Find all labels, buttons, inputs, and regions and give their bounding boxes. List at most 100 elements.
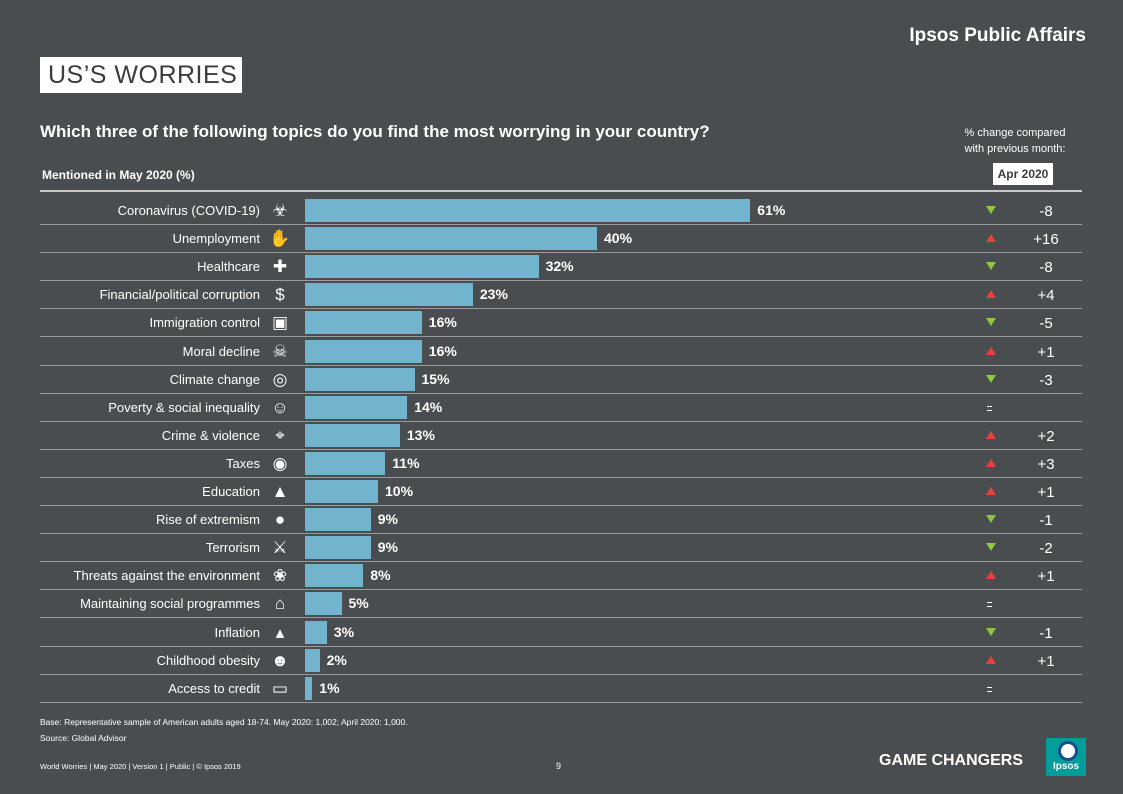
change-header-line2: with previous month: xyxy=(964,143,1066,155)
chart-row: Education ▲ 10% +1 xyxy=(40,478,1082,506)
suitcase-icon: ▣ xyxy=(271,313,289,333)
change-period-badge: Apr 2020 xyxy=(993,163,1053,185)
category-label: Terrorism xyxy=(205,540,260,556)
equal-icon xyxy=(987,405,992,411)
row-divider xyxy=(40,701,1082,703)
up-arrow-icon xyxy=(986,234,996,243)
chart-row: Coronavirus (COVID-19) ☣ 61% -8 xyxy=(40,197,1082,225)
data-label: 10% xyxy=(385,483,414,499)
change-value: +1 xyxy=(1037,568,1055,586)
chart-row: Financial/political corruption $23% +4 xyxy=(40,281,1082,310)
row-divider xyxy=(40,252,1082,254)
data-label: 9% xyxy=(377,539,398,556)
change-header-line1: % change compared xyxy=(964,127,1066,139)
up-arrow-icon xyxy=(986,430,996,439)
biohazard-icon: ☣ xyxy=(272,201,288,220)
axis-label: Mentioned in May 2020 (%) xyxy=(42,168,195,182)
chart-question: Which three of the following topics do y… xyxy=(40,122,710,141)
change-value: -1 xyxy=(1039,624,1053,642)
base-note: Base: Representative sample of American … xyxy=(40,717,408,727)
data-label: 1% xyxy=(319,679,340,696)
down-arrow-icon xyxy=(986,318,996,327)
bar xyxy=(305,592,342,616)
row-divider xyxy=(40,673,1082,675)
chart-row: Access to credit ▭ 1% xyxy=(40,675,1082,703)
row-divider xyxy=(40,645,1082,647)
up-arrow-icon xyxy=(986,655,996,664)
bar xyxy=(305,367,415,391)
bar xyxy=(305,451,386,475)
moral-decline-icon: ☠ xyxy=(272,341,288,361)
chart-row: Unemployment ✋ 40% +16 xyxy=(40,225,1082,254)
row-divider xyxy=(40,448,1082,450)
page-number: 9 xyxy=(556,761,562,771)
change-value: +3 xyxy=(1037,455,1055,473)
change-header: % change compared with previous month: xyxy=(920,125,1110,157)
up-arrow-icon xyxy=(986,571,996,580)
bar xyxy=(305,676,313,700)
bar xyxy=(305,227,597,251)
bar xyxy=(305,339,422,363)
data-label: 40% xyxy=(604,230,633,247)
data-label: 32% xyxy=(545,258,574,275)
row-divider xyxy=(40,280,1082,282)
page-title: US’S WORRIES xyxy=(40,57,242,93)
social-programme-icon: ⌂ xyxy=(274,594,286,614)
down-arrow-icon xyxy=(986,374,996,383)
category-label: Taxes xyxy=(226,455,260,471)
chart-row: Taxes ◉ 11% +3 xyxy=(40,450,1082,478)
chart-row: Moral decline ☠ 16% +1 xyxy=(40,338,1082,366)
change-value: -8 xyxy=(1039,259,1053,277)
money-bag-icon: $ xyxy=(275,285,285,305)
chart-row: Climate change ◎ 15% -3 xyxy=(40,366,1082,394)
category-label: Financial/political corruption xyxy=(99,287,260,303)
category-label: Moral decline xyxy=(182,343,260,359)
person-icon: ☺ xyxy=(271,397,289,417)
data-label: 16% xyxy=(428,314,457,331)
tax-icon: ◉ xyxy=(272,453,288,473)
equal-icon xyxy=(987,686,992,692)
inflation-chart-icon: ▴ xyxy=(275,622,285,642)
ipsos-logo: Ipsos xyxy=(1046,738,1086,776)
balaclava-icon: ● xyxy=(274,510,286,530)
data-label: 9% xyxy=(377,511,398,528)
category-label: Maintaining social programmes xyxy=(80,596,260,612)
category-label: Rise of extremism xyxy=(155,512,260,528)
obesity-icon: ☻ xyxy=(271,650,289,670)
data-label: 15% xyxy=(421,370,450,387)
row-divider xyxy=(40,420,1082,422)
chart-row: Healthcare ✚ 32% -8 xyxy=(40,253,1082,282)
data-label: 14% xyxy=(414,398,443,415)
chart-row: Immigration control ▣ 16% -5 xyxy=(40,309,1082,338)
chart-row: Crime & violence ⌖ 13% +2 xyxy=(40,422,1082,450)
category-label: Crime & violence xyxy=(161,427,260,443)
row-divider xyxy=(40,561,1082,563)
change-value: +1 xyxy=(1037,343,1055,361)
row-divider xyxy=(40,476,1082,478)
down-arrow-icon xyxy=(986,515,996,524)
up-arrow-icon xyxy=(986,487,996,495)
bar xyxy=(305,508,371,532)
up-arrow-icon xyxy=(986,458,996,467)
logo-mark-icon xyxy=(1058,741,1078,761)
up-arrow-icon xyxy=(986,346,996,355)
globe-fire-icon: ◎ xyxy=(272,369,288,389)
category-label: Childhood obesity xyxy=(156,652,260,668)
chart-row: Threats against the environment ❀ 8% +1 xyxy=(40,562,1082,591)
header-divider xyxy=(40,190,1082,192)
up-arrow-icon xyxy=(986,290,996,299)
bar xyxy=(305,255,539,279)
category-label: Coronavirus (COVID-19) xyxy=(117,203,260,218)
footer-meta: World Worries | May 2020 | Version 1 | P… xyxy=(40,762,241,771)
data-label: 16% xyxy=(428,342,457,359)
unemployment-icon: ✋ xyxy=(269,229,291,249)
brand-name: Ipsos Public Affairs xyxy=(909,25,1086,46)
category-label: Access to credit xyxy=(168,680,260,696)
chart-row: Rise of extremism ● 9% -1 xyxy=(40,506,1082,535)
category-label: Inflation xyxy=(214,624,260,640)
swan-icon: ❀ xyxy=(272,566,288,586)
terrorism-icon: ⚔ xyxy=(272,538,288,558)
data-label: 5% xyxy=(348,595,369,612)
chart-row: Maintaining social programmes ⌂ 5% xyxy=(40,590,1082,619)
row-divider xyxy=(40,364,1082,366)
